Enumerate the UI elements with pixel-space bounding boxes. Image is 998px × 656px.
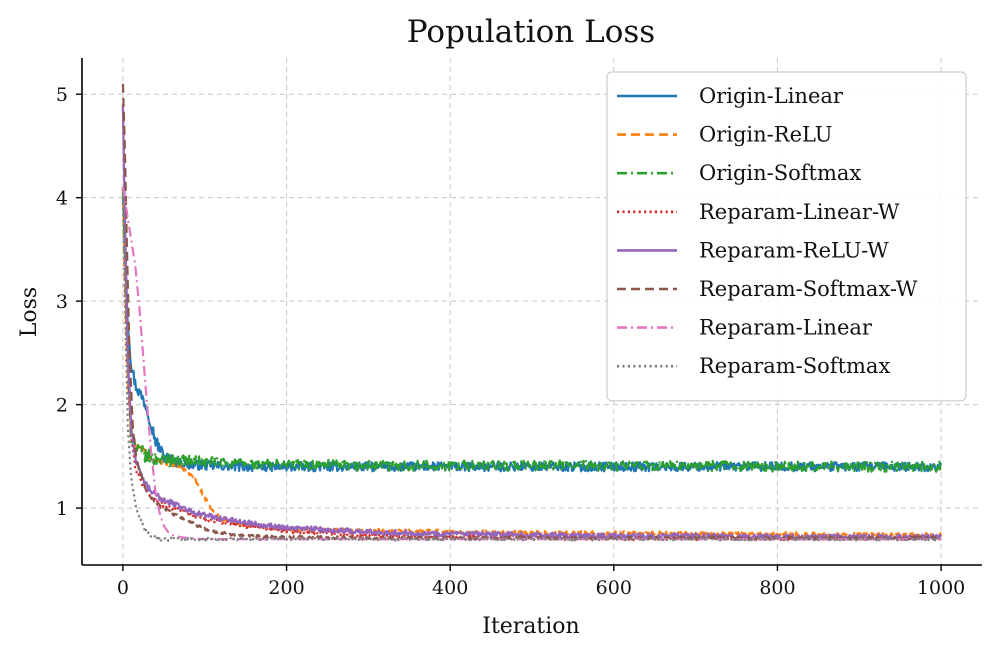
legend-box [606, 71, 967, 402]
y-tick-label: 4 [56, 188, 68, 210]
legend-label-origin-linear: Origin-Linear [699, 84, 844, 108]
series-line-reparam-softmax [121, 197, 942, 542]
x-tick-label: 1000 [917, 577, 965, 599]
chart-title: Population Loss [407, 14, 655, 50]
legend-label-reparam-softmax: Reparam-Softmax [699, 354, 890, 378]
series-line-origin-softmax [121, 187, 943, 473]
axes: 0 200 400 600 800 1000 1 2 3 4 5 [56, 58, 982, 599]
x-tick-label: 600 [596, 577, 632, 599]
y-tick-label: 5 [56, 84, 68, 106]
y-tick-label: 1 [56, 498, 68, 520]
x-tick-label: 400 [432, 577, 468, 599]
x-tick-label: 0 [117, 577, 129, 599]
legend-label-origin-relu: Origin-ReLU [699, 123, 833, 147]
series-line-reparam-linear [121, 187, 942, 541]
x-tick-label: 200 [268, 577, 304, 599]
legend-label-reparam-linear-w: Reparam-Linear-W [699, 200, 900, 224]
y-tick-label: 2 [56, 395, 68, 417]
legend: Origin-Linear Origin-ReLU Origin-Softmax Re… [606, 71, 967, 402]
y-tick-label: 3 [56, 291, 68, 313]
legend-label-reparam-linear: Reparam-Linear [699, 316, 873, 340]
legend-label-reparam-softmax-w: Reparam-Softmax-W [699, 277, 918, 301]
legend-label-origin-softmax: Origin-Softmax [699, 161, 861, 185]
x-axis-title: Iteration [482, 614, 579, 639]
series-group [121, 83, 943, 542]
x-tick-label: 800 [759, 577, 795, 599]
y-axis-title: Loss [17, 287, 42, 337]
legend-label-reparam-relu-w: Reparam-ReLU-W [699, 238, 889, 262]
